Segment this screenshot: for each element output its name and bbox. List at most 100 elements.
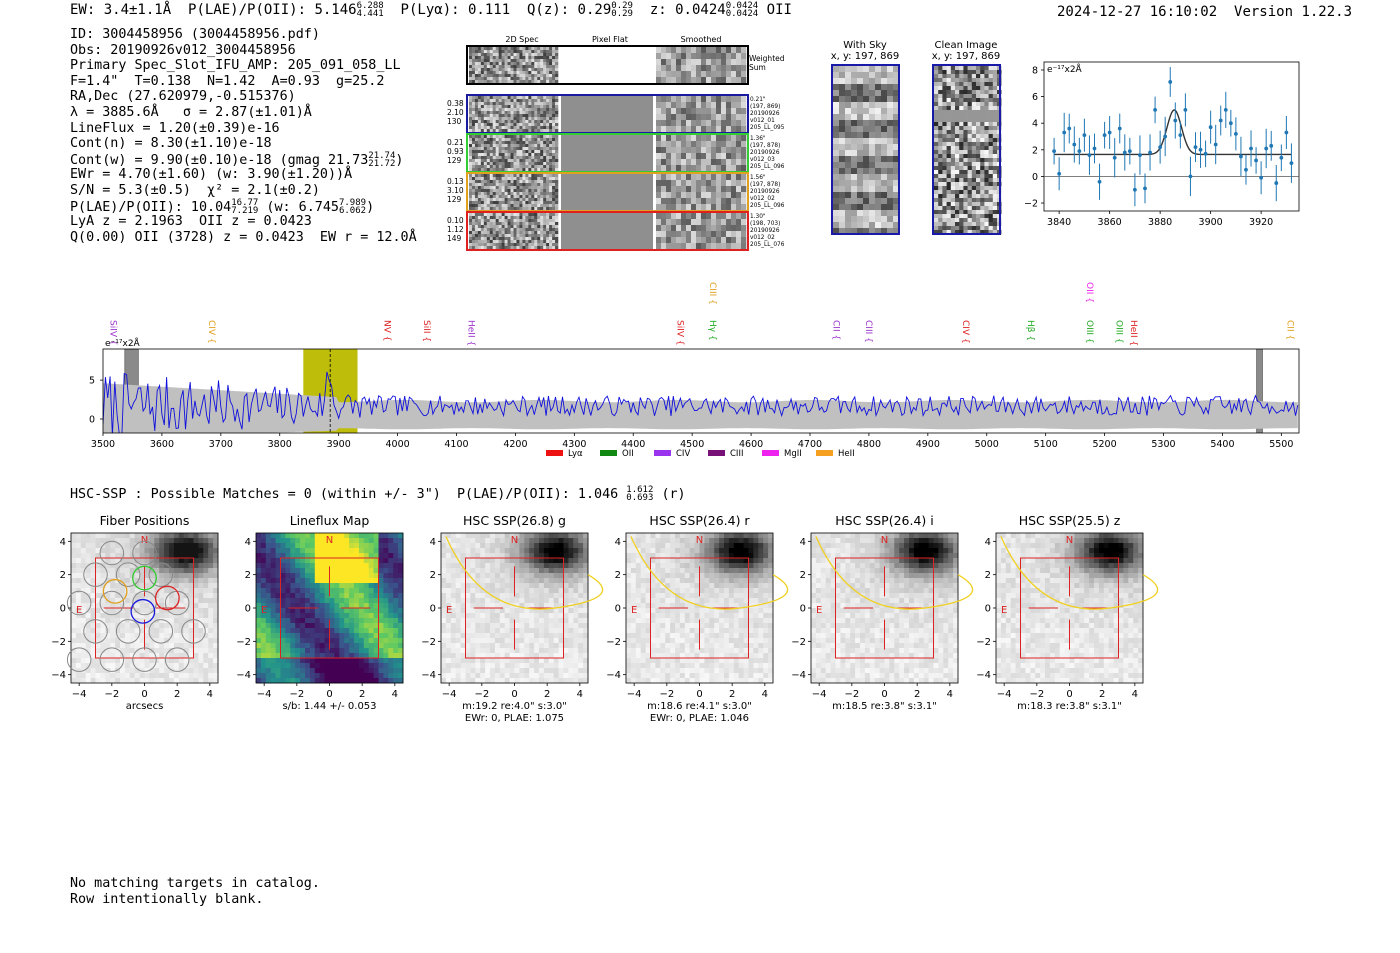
cutout-row-meta: v012_01 <box>750 118 775 124</box>
clean-image <box>932 64 1002 235</box>
fiber-circle <box>99 647 125 672</box>
hsc-ytick-label: −4 <box>421 670 436 681</box>
hsc-caption-2: EWr: 0, PLAE: 1.075 <box>465 713 564 724</box>
catalog-footer: No matching targets in catalog. Row inten… <box>70 876 320 907</box>
hsc-panel-title: HSC SSP(26.4) r <box>649 513 750 528</box>
cutout-row-value: 3.10 <box>447 186 464 195</box>
line-fit-point <box>1203 151 1208 156</box>
line-fit-point <box>1112 155 1117 160</box>
spectrum-line-label: HeII { <box>1128 320 1138 346</box>
cutout-row-meta: (197, 878) <box>750 143 780 149</box>
hsc-panel-title: HSC SSP(26.4) i <box>835 513 933 528</box>
spectrum-xtick-label: 3800 <box>268 439 292 450</box>
line-fit-point <box>1102 133 1107 138</box>
info-contn: Cont(n) = 8.30(±1.10)e-18 <box>70 136 272 152</box>
cutout-row-value: 2.10 <box>447 108 464 117</box>
hsc-panel: HSC SSP(26.4) i N E −4 −4 −2 −2 0 0 2 2 4 4 m:18.5 re… <box>791 513 974 712</box>
hsc-xtick-label: 2 <box>359 689 365 700</box>
info-radec: RA,Dec (27.620979,-0.515376) <box>70 89 296 105</box>
hsc-xtick-label: −2 <box>474 689 489 700</box>
hsc-ytick-label: −4 <box>791 670 806 681</box>
cutout-col-smooth: Smoothed <box>681 35 722 44</box>
north-label: N <box>326 535 333 546</box>
hsc-xtick-label: 2 <box>914 689 920 700</box>
header-timestamp-version: 2024-12-27 16:10:02 Version 1.22.3 <box>1057 4 1352 20</box>
hsc-xtick-label: 4 <box>392 689 398 700</box>
hsc-ytick-label: 0 <box>800 604 806 615</box>
version: Version 1.22.3 <box>1234 4 1353 20</box>
header-plae: P(LAE)/P(OII): 5.146 <box>188 2 357 18</box>
header-plya: P(Lyα): 0.111 <box>400 2 511 18</box>
hsc-xtick-label: 0 <box>141 689 147 700</box>
line-fit-point <box>1148 150 1152 155</box>
cutout-row-meta: 20190926 <box>750 189 780 195</box>
hsc-xtick-label: −4 <box>257 689 272 700</box>
sky-images <box>831 64 1002 235</box>
line-fit-point <box>1239 154 1243 159</box>
line-fit-point <box>1213 142 1218 147</box>
fiber-circle <box>132 647 157 672</box>
fiber-orange <box>102 578 128 604</box>
line-fit-point <box>1122 150 1127 155</box>
cutout-row-meta: 0.21" <box>750 97 766 103</box>
hsc-ytick-label: 2 <box>985 570 991 581</box>
info-lambda: λ = 3885.6Å σ = 2.87(±1.01)Å <box>70 104 312 120</box>
galaxy-ellipse <box>445 536 604 610</box>
aperture-box <box>1020 557 1119 659</box>
hsc-xtick-label: 0 <box>326 689 332 700</box>
hsc-ytick-label: 4 <box>985 537 991 548</box>
line-fit-point <box>1249 146 1253 151</box>
spectrum-xtick-label: 3500 <box>91 439 115 450</box>
legend-swatch <box>600 450 617 456</box>
hsc-xtick-label: 0 <box>511 689 517 700</box>
north-label: N <box>881 535 888 546</box>
pixel-flat-panel <box>561 174 653 210</box>
fiber-circle <box>99 540 125 566</box>
spectrum-line-label: CIII { <box>707 282 717 305</box>
hsc-caption: m:19.2 re:4.0" s:3.0" <box>462 701 567 712</box>
hsc-panels: Fiber Positions N E −4 −4 −2 −2 0 0 2 2 4 4 arcsecs Li… <box>51 513 1159 724</box>
spectrum-line-label: CII { <box>831 320 841 340</box>
hsc-caption: m:18.3 re:3.8" s:3.1" <box>1017 701 1122 712</box>
info-obs: Obs: 20190926v012_3004458956 <box>70 42 296 58</box>
hsc-ytick-label: 2 <box>245 570 251 581</box>
line-fit-point <box>1158 145 1163 150</box>
spectrum-line-label: SiIV { <box>674 320 684 346</box>
spectrum-line-label: CIV { <box>206 320 216 344</box>
info-plae-range: 16.77 7.219 <box>231 197 259 216</box>
line-fit-point <box>1274 181 1279 185</box>
line-fit-point <box>1193 145 1198 150</box>
hsc-ytick-label: 4 <box>800 537 806 548</box>
galaxy-ellipse <box>815 536 974 610</box>
fiber-circle <box>83 619 108 644</box>
with-sky-image <box>831 64 900 235</box>
fiber-blue <box>130 598 156 624</box>
cutout-row-meta: v012_03 <box>750 157 775 163</box>
hsc-xtick-label: 4 <box>762 689 768 700</box>
hsc-title-range: 1.612 0.693 <box>626 485 654 503</box>
east-label: E <box>446 605 452 616</box>
spectrum-xtick-label: 4400 <box>621 439 645 450</box>
hsc-panel: Lineflux Map N E −4 −4 −2 −2 0 0 2 2 4 4 s/b: 1.44 +/… <box>236 513 404 712</box>
line-fit-point <box>1188 174 1193 179</box>
hsc-panel: HSC SSP(26.4) r N E −4 −4 −2 −2 0 0 2 2 4 4 m:18.6 re… <box>606 513 789 724</box>
line-fit-point <box>1132 187 1137 192</box>
line-fit-xtick-label: 3880 <box>1148 217 1172 228</box>
info-fiber: F=1.4" T=0.138 N=1.42 A=0.93 g=25.2 <box>70 73 385 89</box>
cutout-row-value: 0.13 <box>447 177 464 186</box>
line-fit-ytick-label: 8 <box>1032 65 1038 76</box>
hsc-ytick-label: −2 <box>421 637 436 648</box>
hsc-ytick-label: 4 <box>430 537 436 548</box>
hsc-caption: arcsecs <box>126 701 164 712</box>
aperture-box <box>835 557 934 659</box>
spectrum-xtick-label: 4300 <box>562 439 586 450</box>
cutout-row-meta: (197, 878) <box>750 182 780 188</box>
line-fit-point <box>1228 121 1233 126</box>
hsc-xtick-label: 4 <box>947 689 953 700</box>
clean-image-frame <box>932 64 1001 235</box>
aperture-box <box>650 557 749 659</box>
header-plae-range: 6.288 4.441 <box>356 1 384 19</box>
